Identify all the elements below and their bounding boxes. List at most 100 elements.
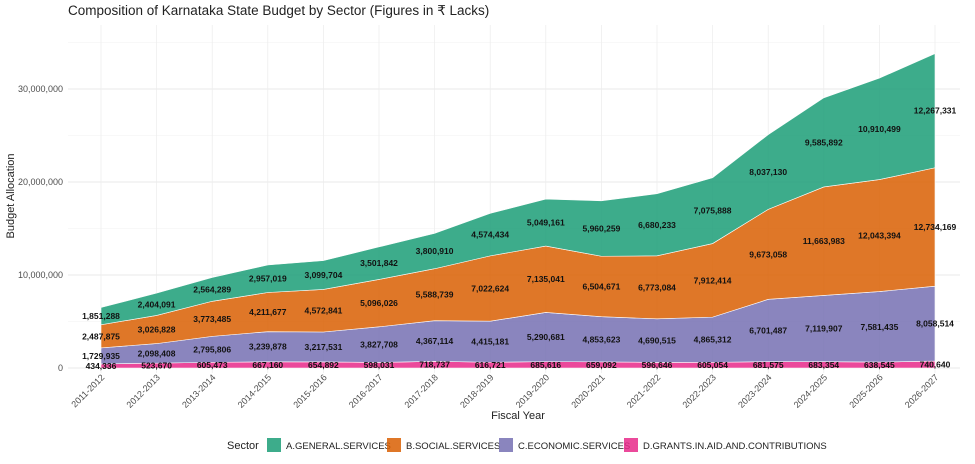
x-tick-label: 2015-2016 <box>291 372 329 410</box>
data-label: 4,367,114 <box>416 336 454 346</box>
data-label: 605,054 <box>697 360 728 370</box>
data-label: 659,092 <box>586 360 617 370</box>
data-label: 4,415,181 <box>471 337 509 347</box>
x-tick-label: 2014-2015 <box>236 372 274 410</box>
x-tick-label: 2011-2012 <box>69 372 106 409</box>
data-label: 638,545 <box>864 360 895 370</box>
data-label: 5,588,739 <box>416 290 454 300</box>
data-label: 7,912,414 <box>694 275 732 285</box>
data-label: 1,729,935 <box>82 351 120 361</box>
x-tick-label: 2019-2020 <box>514 372 552 410</box>
data-label: 718,737 <box>419 360 450 370</box>
data-label: 2,564,289 <box>193 284 231 294</box>
data-label: 5,049,161 <box>527 218 565 228</box>
y-tick-label: 20,000,000 <box>18 177 63 187</box>
y-tick-label: 30,000,000 <box>18 84 63 94</box>
legend-label: B.SOCIAL.SERVICES <box>406 441 500 452</box>
data-label: 9,585,892 <box>805 137 843 147</box>
data-label: 605,473 <box>197 360 228 370</box>
data-label: 2,487,875 <box>82 331 120 341</box>
x-tick-label: 2026-2027 <box>903 372 941 410</box>
data-label: 3,099,704 <box>304 270 342 280</box>
data-label: 3,026,828 <box>138 325 176 335</box>
data-label: 12,043,394 <box>858 231 901 241</box>
data-label: 10,910,499 <box>858 124 901 134</box>
data-label: 683,354 <box>808 360 839 370</box>
data-label: 4,865,312 <box>694 335 732 345</box>
x-tick-label: 2023-2024 <box>736 372 774 410</box>
data-label: 667,160 <box>252 360 283 370</box>
legend-label: C.ECONOMIC.SERVICES <box>518 441 630 452</box>
data-label: 12,734,169 <box>914 222 957 232</box>
data-label: 7,022,624 <box>471 284 509 294</box>
data-label: 4,574,434 <box>471 230 509 240</box>
data-label: 1,851,288 <box>82 311 120 321</box>
legend-swatch <box>267 438 281 452</box>
data-label: 616,721 <box>475 360 506 370</box>
data-label: 685,616 <box>530 360 561 370</box>
area-layer <box>100 53 936 369</box>
data-label: 4,853,623 <box>582 334 620 344</box>
x-tick-label: 2020-2021 <box>569 372 607 410</box>
data-label: 3,800,910 <box>416 246 454 256</box>
data-label: 2,957,019 <box>249 274 287 284</box>
data-label: 12,267,331 <box>914 106 957 116</box>
data-label: 740,640 <box>920 360 951 370</box>
data-label: 7,135,041 <box>527 274 565 284</box>
x-tick-label: 2013-2014 <box>180 372 218 410</box>
data-label: 598,031 <box>364 360 395 370</box>
legend-title: Sector <box>227 440 259 452</box>
data-label: 2,404,091 <box>138 299 176 309</box>
area-a-general-services <box>100 53 936 326</box>
data-label: 5,290,681 <box>527 332 565 342</box>
data-label: 3,239,878 <box>249 342 287 352</box>
data-label: 681,575 <box>753 360 784 370</box>
x-tick-label: 2017-2018 <box>403 372 441 410</box>
data-label: 11,663,983 <box>803 236 845 246</box>
data-label: 5,960,259 <box>582 224 620 234</box>
data-label: 596,646 <box>642 360 673 370</box>
x-tick-label: 2022-2023 <box>681 372 719 410</box>
x-tick-label: 2021-2022 <box>625 372 663 410</box>
data-label: 4,690,515 <box>638 336 676 346</box>
data-label: 8,037,130 <box>749 167 787 177</box>
data-label: 434,336 <box>86 361 117 371</box>
data-label: 2,795,806 <box>193 344 231 354</box>
data-label: 6,773,084 <box>638 282 676 292</box>
data-label: 7,581,435 <box>860 322 898 332</box>
legend-label: D.GRANTS.IN.AID.AND.CONTRIBUTIONS <box>643 441 827 452</box>
data-label: 7,075,888 <box>694 206 732 216</box>
legend: Sector A.GENERAL.SERVICES B.SOCIAL.SERVIC… <box>227 438 827 452</box>
data-label: 8,058,514 <box>916 319 954 329</box>
data-label: 4,211,677 <box>249 307 287 317</box>
data-label: 3,217,531 <box>304 342 342 352</box>
data-label: 7,119,907 <box>805 324 843 334</box>
x-tick-label: 2016-2017 <box>347 372 385 410</box>
x-tick-label: 2024-2025 <box>792 372 830 410</box>
data-label: 9,673,058 <box>749 249 787 259</box>
chart-title: Composition of Karnataka State Budget by… <box>68 3 489 18</box>
legend-swatch <box>499 438 513 452</box>
legend-swatch <box>387 438 401 452</box>
data-label: 3,501,842 <box>360 258 398 268</box>
data-label: 3,827,708 <box>360 340 398 350</box>
data-label: 6,701,487 <box>749 325 787 335</box>
data-label: 6,680,233 <box>638 220 676 230</box>
data-label: 654,892 <box>308 360 339 370</box>
x-tick-label: 2025-2026 <box>847 372 885 410</box>
legend-label: A.GENERAL.SERVICES <box>286 441 391 452</box>
data-label: 5,096,026 <box>360 298 398 308</box>
data-label: 523,670 <box>141 361 172 371</box>
y-tick-label: 10,000,000 <box>18 270 63 280</box>
y-axis-title: Budget Allocation <box>5 153 17 238</box>
y-tick-label: 0 <box>58 363 63 373</box>
x-tick-label: 2018-2019 <box>458 372 496 410</box>
data-label: 3,773,485 <box>193 314 231 324</box>
data-label: 2,098,408 <box>138 348 176 358</box>
data-label: 4,572,841 <box>304 306 342 316</box>
x-axis-title: Fiscal Year <box>491 410 545 422</box>
x-tick-label: 2012-2013 <box>125 372 163 410</box>
data-label-layer: 434,336 523,670 605,473 667,160 654,892 598,0… <box>82 106 956 371</box>
legend-swatch <box>624 438 638 452</box>
